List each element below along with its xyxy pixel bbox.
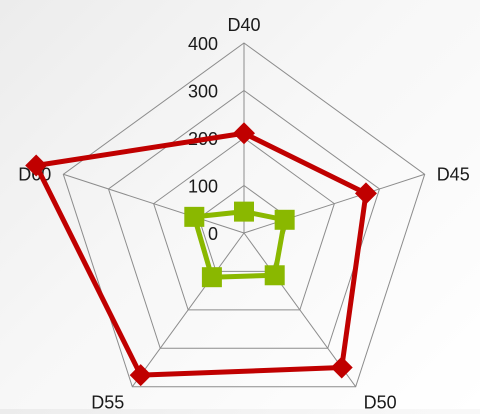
- data-point: [25, 154, 48, 177]
- data-point: [129, 364, 152, 387]
- series-0: [25, 122, 377, 387]
- r-tick-label: 300: [188, 82, 218, 102]
- axis-spoke-D45: [243, 173, 425, 234]
- series-1: [184, 201, 295, 288]
- r-tick-label: 0: [208, 224, 218, 244]
- axis-spoke-D60: [63, 173, 245, 234]
- axis-label-D40: D40: [227, 15, 260, 35]
- data-point: [234, 201, 254, 222]
- axis-label-D55: D55: [91, 393, 124, 409]
- grid-ring-400: [62, 42, 426, 388]
- axis-label-D50: D50: [364, 393, 397, 409]
- r-tick-label: 400: [188, 34, 218, 54]
- axis-spoke-D55: [131, 232, 245, 388]
- r-tick-label: 100: [188, 177, 218, 197]
- axis-label-D45: D45: [437, 164, 470, 184]
- series-line: [33, 130, 369, 378]
- axis-spoke-D50: [243, 232, 357, 388]
- data-point: [184, 206, 205, 227]
- data-point: [330, 356, 353, 379]
- data-point: [201, 267, 222, 288]
- data-point: [354, 182, 377, 205]
- grid-ring-200: [153, 137, 335, 311]
- data-point: [274, 209, 295, 230]
- data-point: [264, 265, 285, 286]
- data-point: [233, 122, 255, 145]
- grid-ring-300: [107, 89, 381, 349]
